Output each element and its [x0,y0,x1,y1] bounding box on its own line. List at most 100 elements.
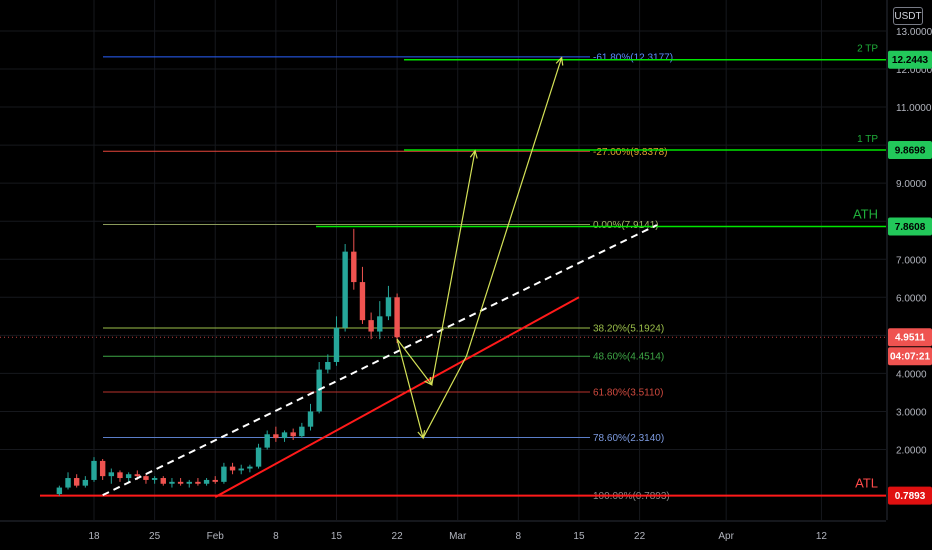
candle-body [56,487,63,495]
projection-arrow[interactable] [431,150,476,385]
price-axis-background [887,0,932,550]
candle-body [264,434,270,448]
price-tag-atl[interactable]: 0.7893 [888,486,932,505]
price-tag-ath[interactable]: 7.8608 [888,217,932,236]
time-tick-label: 8 [516,531,522,542]
candle-body [108,472,115,477]
key-level-name: ATL [855,476,878,491]
current-price-text: 4.9511 [895,333,925,344]
time-tick-label: 22 [634,531,646,542]
time-tick-label: 25 [149,531,161,542]
time-axis[interactable]: 18 25 Feb 8 15 22 Mar 8 15 22 Apr 12 [0,520,886,542]
fib-level-label: -61.80%(12.3177) [593,52,673,63]
fib-level-label: 38.20%(5.1924) [593,324,664,335]
candle-body [195,481,201,484]
price-tick-label: 2.0000 [896,446,927,457]
candle-body [73,478,80,486]
candle-body [368,320,374,332]
candle-body [333,327,340,362]
price-tag-1-tp[interactable]: 9.8698 [888,141,932,160]
candle-body [325,361,331,370]
time-tick-label: Mar [449,531,467,542]
key-level-name: ATH [853,206,878,221]
candle-body [186,481,192,484]
support-trend-line[interactable] [214,296,580,498]
countdown-tag-background [888,347,932,366]
candle-body [290,432,296,437]
projection-arrowhead [417,430,426,440]
projection-arrowhead [555,56,564,66]
price-tick-label: 6.0000 [896,293,927,304]
current-price-tag[interactable]: 4.9511 [888,328,932,347]
trend-lines[interactable] [102,56,658,498]
fib-level-label: -27.00%(9.8378) [593,147,668,158]
candle-body [394,297,400,338]
price-tag-ath-background [888,217,932,236]
price-tag-2-tp-background [888,50,932,69]
candle-body [160,478,166,484]
candle-body [377,316,383,332]
candle-body [134,474,140,477]
candle-body [65,478,71,488]
projection-arrow[interactable] [396,339,424,439]
projection-arrowhead [469,149,478,159]
candles [56,228,400,496]
dashed-trend-line[interactable] [102,224,658,497]
price-tick-label: 7.0000 [896,255,927,266]
candle-body [82,479,89,486]
key-level-name: 2 TP [857,44,878,55]
current-price-tag-background [888,328,932,347]
time-tick-label: Apr [718,531,734,542]
candle-body [255,447,262,467]
candle-body [169,481,175,484]
projection-arrow[interactable] [422,355,467,439]
key-level-name: 1 TP [857,134,878,145]
time-tick-label: 18 [88,531,100,542]
candle-body [307,411,314,427]
candle-body [281,432,288,439]
candle-body [221,466,227,482]
projection-arrowhead [424,376,433,386]
candle-body [91,460,97,480]
projection-arrow[interactable] [396,338,433,386]
price-axis[interactable]: 2.00003.00004.00005.00006.00007.00008.00… [886,0,932,550]
candle-body [299,426,305,437]
candle-body [359,282,366,321]
time-tick-label: 22 [392,531,404,542]
grid [0,0,886,520]
candle-body [125,474,132,479]
time-tick-label: 8 [273,531,279,542]
countdown-text: 04:07:21 [890,352,930,363]
candle-body [273,434,279,439]
price-tick-label: 4.0000 [896,369,927,380]
price-tag-1-tp-background [888,141,932,160]
price-tick-label: 3.0000 [896,407,927,418]
candle-body [342,251,348,328]
currency-badge[interactable]: USDT [893,7,923,25]
candle-body [177,481,184,484]
price-tick-label: 13.0000 [896,27,932,38]
candle-body [385,297,392,317]
candle-body [117,472,123,479]
fibonacci-retracement[interactable]: -61.80%(12.3177) -27.00%(9.8378) 0.00%(7.9… [40,44,886,502]
candle-body [143,476,149,480]
fib-level-label: 61.80%(3.5110) [593,388,663,399]
price-tag-2-tp-text: 12.2443 [892,55,929,66]
price-tag-atl-background [888,486,932,505]
price-tag-atl-text: 0.7893 [895,491,926,502]
candle-body [229,466,236,471]
price-tick-label: 12.0000 [896,65,932,76]
candle-body [212,479,218,482]
price-tick-label: 9.0000 [896,179,927,190]
countdown-tag: 04:07:21 [888,347,932,366]
price-tag-2-tp[interactable]: 12.2443 [888,50,932,69]
candle-body [351,251,357,283]
time-tick-label: 12 [816,531,828,542]
projection-arrow[interactable] [465,57,563,357]
time-tick-label: 15 [573,531,585,542]
time-tick-label: 15 [331,531,343,542]
fib-level-label: 78.60%(2.3140) [593,433,664,444]
price-tag-ath-text: 7.8608 [895,222,926,233]
price-tag-1-tp-text: 9.8698 [895,146,926,157]
